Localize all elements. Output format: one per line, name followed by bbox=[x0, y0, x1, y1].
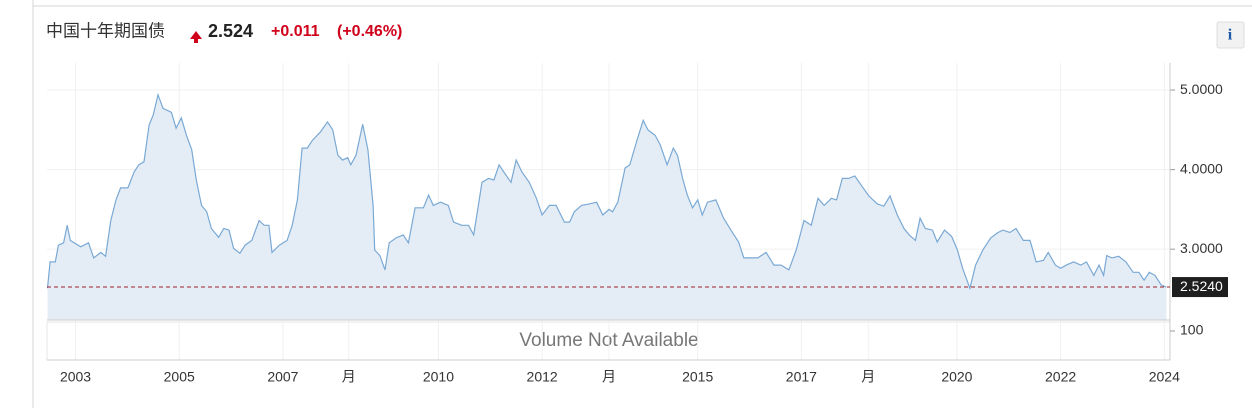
price-line bbox=[46, 92, 1167, 291]
x-tick-label: 月 bbox=[342, 369, 356, 385]
x-tick-label: 2010 bbox=[423, 369, 454, 385]
y-tick-label: 4.0000 bbox=[1180, 160, 1223, 176]
x-tick-label: 2022 bbox=[1045, 369, 1076, 385]
x-tick-label: 2024 bbox=[1149, 369, 1180, 385]
last-price-box bbox=[1172, 277, 1228, 298]
chart-title: 中国十年期国债 bbox=[46, 21, 165, 40]
change-percent: (+0.46%) bbox=[337, 23, 402, 40]
price: 2.524 bbox=[208, 21, 253, 41]
volume-tick-label: 100 bbox=[1180, 322, 1204, 338]
x-tick-label: 2012 bbox=[527, 369, 558, 385]
x-tick-label: 2020 bbox=[941, 369, 972, 385]
y-tick-label: 5.0000 bbox=[1180, 81, 1223, 97]
change: +0.011 bbox=[271, 23, 320, 40]
y-tick-label: 3.0000 bbox=[1180, 240, 1223, 256]
up-arrow bbox=[190, 31, 202, 43]
x-tick-label: 2007 bbox=[267, 369, 298, 385]
x-tick-label: 2017 bbox=[786, 369, 817, 385]
x-tick-label: 2015 bbox=[682, 369, 713, 385]
x-tick-label: 2003 bbox=[60, 369, 91, 385]
last-price-label: 2.5240 bbox=[1180, 278, 1223, 294]
area-fill bbox=[47, 94, 1167, 320]
info-icon[interactable]: i bbox=[1228, 27, 1233, 44]
volume-pane bbox=[46, 321, 1171, 361]
x-tick-label: 2005 bbox=[164, 369, 195, 385]
x-tick-label: 月 bbox=[602, 369, 616, 385]
info-button[interactable] bbox=[1216, 21, 1245, 49]
x-tick-label: 月 bbox=[861, 369, 875, 385]
